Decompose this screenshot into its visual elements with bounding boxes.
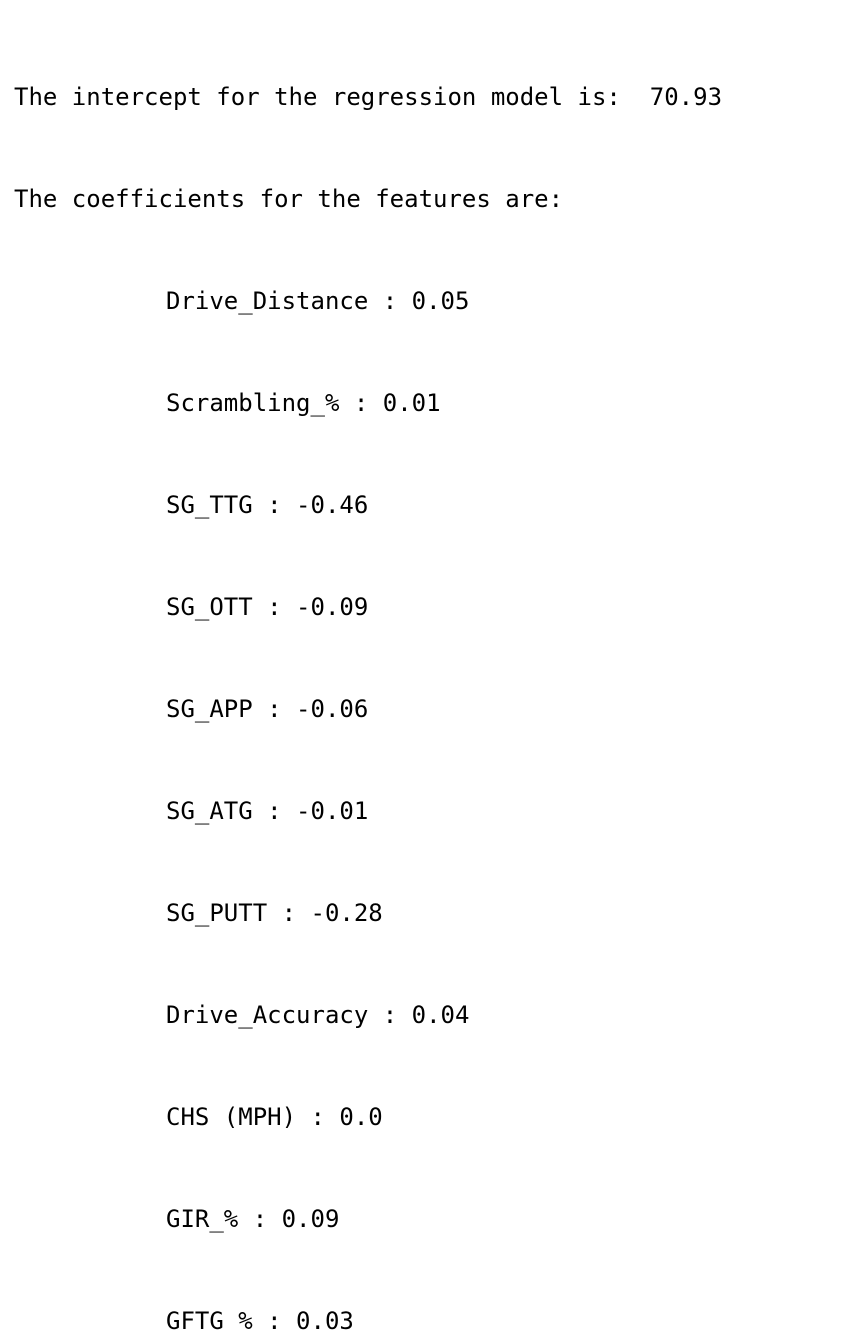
coefficient-line: SG_ATG : -0.01: [166, 797, 369, 825]
coefficient-line: Drive_Distance : 0.05: [166, 287, 470, 315]
coefficient-line: Scrambling_% : 0.01: [166, 389, 441, 417]
console-output: The intercept for the regression model i…: [14, 12, 722, 1332]
coefficient-line: Drive_Accuracy : 0.04: [166, 1001, 470, 1029]
coefficient-line: SG_PUTT : -0.28: [166, 899, 383, 927]
intercept-line: The intercept for the regression model i…: [14, 83, 723, 111]
coefficient-line: GIR_% : 0.09: [166, 1205, 340, 1233]
coefficients-header: The coefficients for the features are:: [14, 185, 564, 213]
coefficient-line: CHS (MPH) : 0.0: [166, 1103, 383, 1131]
coefficient-line: SG_TTG : -0.46: [166, 491, 369, 519]
coefficient-line: SG_OTT : -0.09: [166, 593, 369, 621]
coefficient-line: SG_APP : -0.06: [166, 695, 369, 723]
coefficient-line: GFTG_% : 0.03: [166, 1307, 354, 1332]
